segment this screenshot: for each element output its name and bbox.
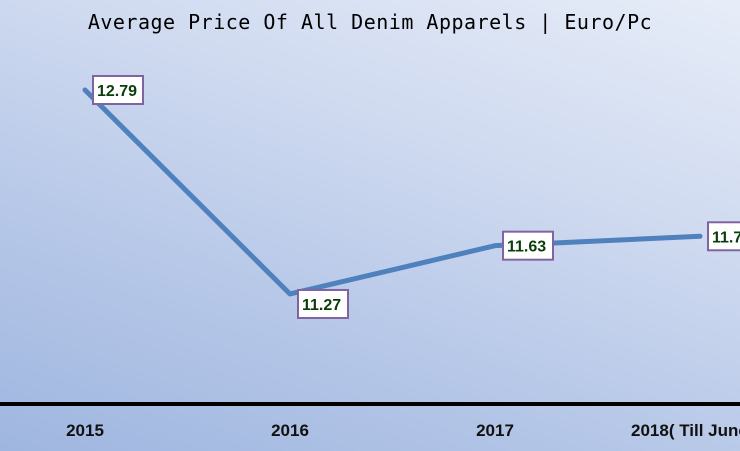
x-tick-label: 2015 xyxy=(66,421,104,440)
data-label-text: 11.7 xyxy=(712,229,740,246)
series-line xyxy=(82,87,703,297)
data-label-text: 11.27 xyxy=(302,297,341,314)
x-tick-label: 2016 xyxy=(271,421,309,440)
data-label: 11.27 xyxy=(297,288,349,319)
data-label: 12.79 xyxy=(92,75,144,105)
data-label-box xyxy=(707,221,740,252)
x-tick-label: 2018( Till June) xyxy=(631,421,740,440)
data-label-box xyxy=(502,230,554,261)
data-label-box xyxy=(297,288,349,319)
chart-title: Average Price Of All Denim Apparels | Eu… xyxy=(87,10,653,34)
data-label: 11.63 xyxy=(502,230,554,261)
data-label-box xyxy=(92,75,144,105)
data-label-text: 11.63 xyxy=(507,239,546,256)
x-tick-label: 2017 xyxy=(476,421,514,440)
data-label: 11.7 xyxy=(707,221,740,252)
data-label-text: 12.79 xyxy=(97,83,137,100)
